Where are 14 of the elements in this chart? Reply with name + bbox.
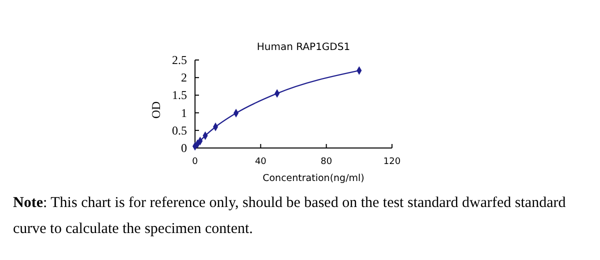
x-tick-label: 120 bbox=[383, 157, 401, 167]
x-tick-label: 40 bbox=[254, 157, 267, 167]
y-tick-label: 2 bbox=[181, 70, 187, 85]
y-tick-label: 1 bbox=[181, 106, 187, 120]
y-axis-title: OD bbox=[149, 101, 163, 119]
chart-title: Human RAP1GDS1 bbox=[256, 42, 350, 53]
x-axis-title: Concentration(ng/ml) bbox=[262, 173, 364, 184]
note: Note: This chart is for reference only, should be based on the test standard dwarfed standard curve to calculate the specimen content. bbox=[12, 194, 567, 239]
y-tick-label: 2.5 bbox=[172, 53, 187, 67]
y-tick-label: 0 bbox=[181, 141, 187, 155]
y-tick-label: 0.5 bbox=[172, 123, 187, 138]
x-tick-label: 0 bbox=[192, 157, 198, 167]
x-tick-label: 80 bbox=[320, 157, 332, 167]
y-tick-label: 1.5 bbox=[172, 88, 187, 102]
